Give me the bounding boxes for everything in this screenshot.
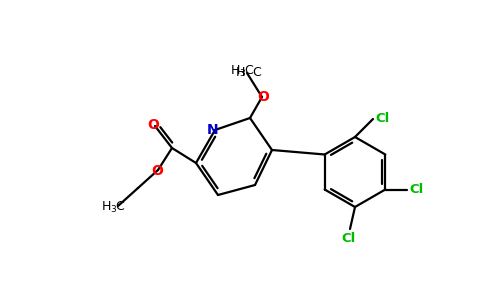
Text: Cl: Cl [341, 232, 355, 245]
Text: C: C [244, 64, 254, 77]
Text: O: O [147, 118, 159, 132]
Text: C: C [252, 65, 261, 79]
Text: C: C [116, 200, 124, 214]
Text: H: H [230, 64, 240, 77]
Text: O: O [257, 90, 269, 104]
Text: Cl: Cl [409, 183, 424, 196]
Text: N: N [207, 123, 219, 137]
Text: 3: 3 [110, 206, 116, 214]
Text: O: O [151, 164, 163, 178]
Text: H: H [236, 65, 245, 79]
Text: Cl: Cl [375, 112, 389, 125]
Text: 3: 3 [239, 70, 245, 79]
Text: H: H [101, 200, 111, 214]
